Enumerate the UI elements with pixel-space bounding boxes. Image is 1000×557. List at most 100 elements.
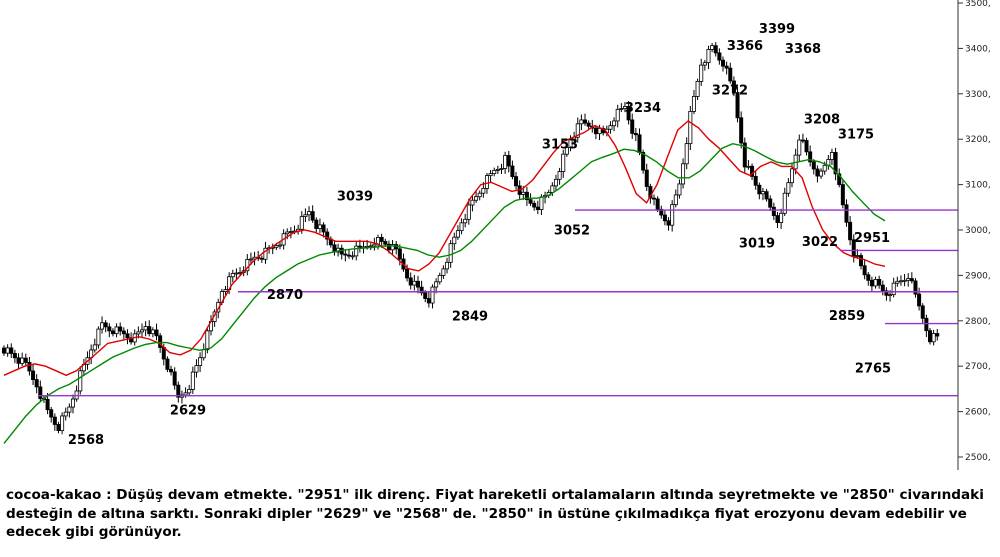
candle-body — [110, 330, 115, 335]
candle-body — [746, 165, 751, 168]
candle-body — [837, 173, 842, 185]
candle-body — [833, 152, 838, 175]
candle-body — [913, 280, 918, 295]
candle-body — [223, 289, 228, 292]
candle-body — [553, 178, 558, 187]
y-tick-label: 2800, — [965, 317, 991, 327]
price-annotation: 2765 — [855, 362, 891, 377]
price-annotation: 3368 — [785, 42, 821, 57]
support-resistance-lines — [38, 209, 958, 397]
candle-body — [2, 347, 7, 354]
candle-body — [673, 194, 678, 206]
candle-body — [354, 245, 359, 257]
candle-body — [670, 204, 675, 226]
candle-body — [622, 106, 627, 109]
candle-body — [735, 92, 740, 119]
candle-body — [303, 214, 308, 218]
candle-body — [495, 169, 500, 171]
candle-body — [510, 165, 515, 177]
candle-body — [238, 272, 243, 274]
candle-body — [706, 48, 711, 64]
y-tick-label: 3000, — [965, 226, 991, 236]
candle-body — [771, 206, 776, 216]
candle-body — [764, 191, 769, 200]
candle-body — [45, 398, 50, 411]
candle-body — [652, 197, 657, 200]
candle-body — [786, 182, 791, 194]
candle-body — [928, 330, 933, 343]
candle-body — [445, 261, 450, 270]
candle-body — [230, 273, 235, 278]
candle-body — [884, 290, 889, 296]
y-tick-label: 2600, — [965, 408, 991, 418]
candle-body — [437, 274, 442, 283]
candle-body — [586, 122, 591, 127]
candle-body — [419, 286, 424, 294]
candle-body — [12, 353, 17, 359]
candle-body — [397, 248, 402, 260]
candle-body — [528, 199, 533, 204]
candle-body — [118, 326, 123, 332]
candle-body — [931, 333, 936, 343]
price-chart: 2500, 2600, 2700, 2800, 2900, 3000, 3100, 3200,… — [2, 0, 991, 470]
candle-body — [499, 168, 504, 170]
candle-body — [154, 329, 159, 337]
candle-body — [386, 243, 391, 251]
candle-body — [568, 139, 573, 149]
candle-body — [176, 384, 181, 398]
candle-body — [492, 169, 497, 175]
candle-body — [60, 415, 65, 431]
candle-body — [56, 424, 61, 431]
price-annotation: 3175 — [838, 128, 874, 143]
candle-body — [840, 184, 845, 206]
candle-body — [205, 330, 210, 351]
candle-body — [626, 106, 631, 121]
candle-body — [158, 335, 163, 348]
candle-body — [70, 398, 75, 408]
candle-body — [521, 191, 526, 195]
candle-body — [299, 216, 304, 230]
candle-body — [724, 65, 729, 69]
candle-body — [844, 204, 849, 223]
candle-body — [488, 173, 493, 177]
candle-body — [655, 198, 660, 210]
candle-body — [20, 357, 25, 364]
price-annotation: 3153 — [542, 138, 578, 153]
candle-body — [779, 212, 784, 223]
candle-body — [811, 161, 816, 170]
candle-body — [31, 370, 36, 380]
candle-body — [9, 347, 14, 354]
candle-body — [608, 125, 613, 130]
candle-body — [484, 175, 489, 189]
candle-body — [5, 347, 10, 354]
price-annotation: 3366 — [727, 39, 763, 54]
candle-body — [412, 280, 417, 286]
candle-body — [121, 330, 126, 335]
candle-body — [695, 80, 700, 97]
candle-body — [630, 119, 635, 134]
candle-body — [114, 326, 119, 335]
candle-body — [877, 278, 882, 286]
candle-body — [750, 165, 755, 177]
candle-body — [514, 176, 519, 187]
candle-body — [800, 139, 805, 142]
candle-body — [728, 67, 733, 82]
candle-body — [67, 406, 72, 413]
candle-body — [753, 175, 758, 186]
candle-body — [873, 278, 878, 287]
candle-body — [688, 111, 693, 145]
candle-body — [702, 62, 707, 66]
candle-body — [103, 322, 108, 328]
candle-body — [379, 237, 384, 242]
candle-body — [423, 292, 428, 299]
price-annotations: 2568 2629 2870 3039 2849 3153 3052 3234 3272 3366… — [68, 22, 891, 448]
candle-body — [190, 371, 195, 390]
candle-body — [201, 349, 206, 359]
candle-body — [248, 258, 253, 261]
candle-body — [147, 326, 152, 335]
candle-body — [550, 185, 555, 193]
candle-body — [78, 370, 83, 392]
candle-body — [615, 108, 620, 122]
candle-body — [136, 331, 141, 335]
candle-body — [909, 278, 914, 282]
